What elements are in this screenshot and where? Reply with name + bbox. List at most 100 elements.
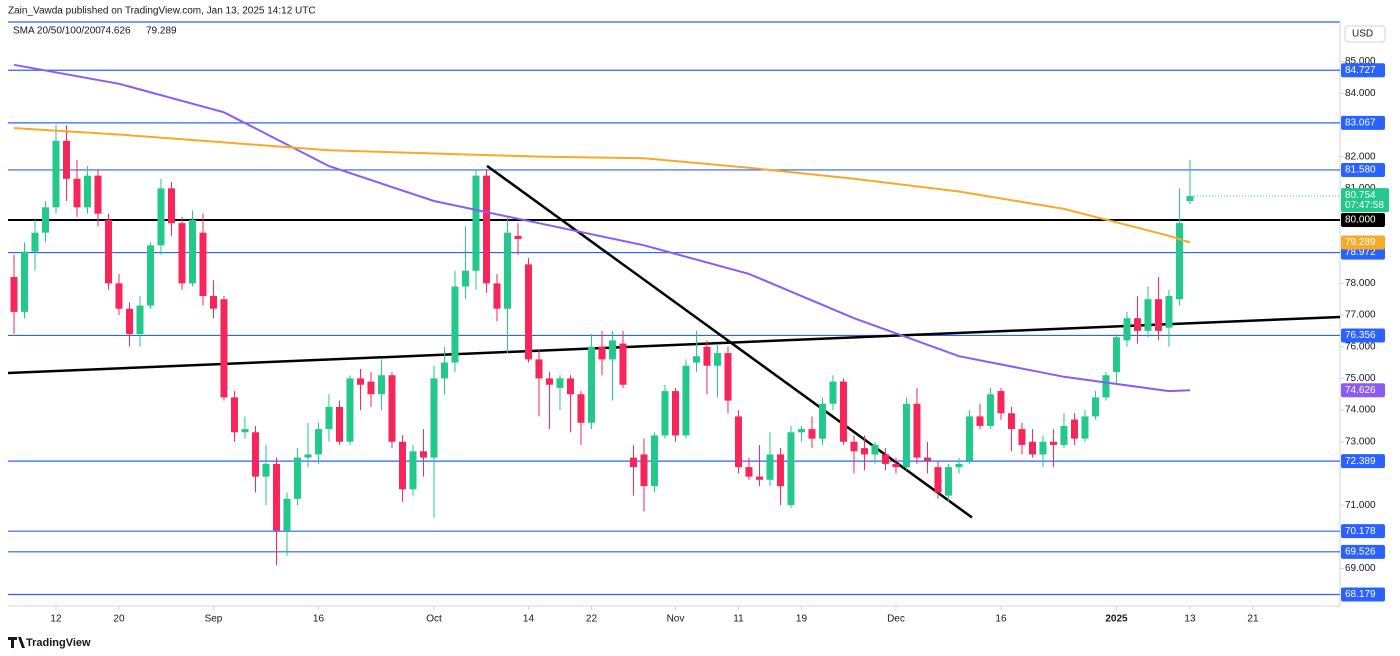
sma-label: 74.626 xyxy=(1345,385,1376,396)
brand-logo xyxy=(8,637,25,648)
candle-body xyxy=(503,232,511,309)
level-label: 70.178 xyxy=(1345,526,1376,537)
last-price: 80.754 xyxy=(1345,190,1376,201)
candle-body xyxy=(577,394,585,423)
x-tick-label: Oct xyxy=(426,614,442,625)
candle-body xyxy=(52,140,60,208)
candle-body xyxy=(566,378,574,395)
candle-body xyxy=(671,391,679,436)
candle-body xyxy=(829,381,837,404)
candle-body xyxy=(388,375,396,442)
indicator-value: 79.289 xyxy=(146,26,177,37)
candle-body xyxy=(430,378,438,458)
candle-body xyxy=(934,467,942,493)
candle-body xyxy=(850,441,858,452)
candle-body xyxy=(881,454,889,464)
x-tick-label: 19 xyxy=(796,614,808,625)
candle-body xyxy=(650,435,658,487)
candle-body xyxy=(871,444,879,455)
candle-body xyxy=(818,403,826,439)
x-tick-label: 12 xyxy=(50,614,62,625)
candle-body xyxy=(955,463,963,468)
candle-body xyxy=(755,476,763,480)
candle-body xyxy=(1091,397,1099,417)
candle-body xyxy=(125,308,133,335)
candle-body xyxy=(1039,441,1047,455)
candle-body xyxy=(251,432,259,477)
indicator-label: SMA 20/50/100/200 xyxy=(13,26,101,37)
y-tick-label: 75.000 xyxy=(1345,373,1376,384)
candle-body xyxy=(451,286,459,363)
candle-body xyxy=(272,463,280,531)
candle-body xyxy=(1018,429,1026,445)
y-tick-label: 85.000 xyxy=(1345,56,1376,67)
candle-body xyxy=(167,188,175,224)
level-label: 83.067 xyxy=(1345,117,1376,128)
candle-body xyxy=(797,429,805,433)
candle-body xyxy=(1028,441,1036,455)
level-label: 84.727 xyxy=(1345,65,1376,76)
candle-body xyxy=(398,441,406,490)
candle-body xyxy=(734,416,742,468)
candle-body xyxy=(923,457,931,461)
candle-body xyxy=(629,457,637,468)
candle-body xyxy=(766,454,774,480)
x-tick-label: 16 xyxy=(313,614,325,625)
sma-line xyxy=(13,63,1191,393)
candle-body xyxy=(115,283,123,309)
candle-body xyxy=(776,454,784,487)
publisher-title: Zain_Vawda published on TradingView.com,… xyxy=(8,6,316,17)
x-tick-label: 14 xyxy=(523,614,535,625)
candle-body xyxy=(83,175,91,208)
candle-body xyxy=(745,467,753,477)
sma-line xyxy=(13,127,1191,244)
candle-body xyxy=(944,467,952,496)
candle-body xyxy=(1081,416,1089,439)
candle-body xyxy=(356,378,364,385)
x-tick-label: Sep xyxy=(205,614,223,625)
candle-body xyxy=(209,296,217,309)
level-label: 78.972 xyxy=(1345,247,1376,258)
candle-body xyxy=(62,140,70,179)
currency[interactable]: USD xyxy=(1352,29,1373,40)
candle-body xyxy=(146,245,154,306)
countdown: 07:47:58 xyxy=(1345,200,1384,211)
candle-body xyxy=(335,406,343,442)
candle-body xyxy=(220,299,228,398)
trendline xyxy=(486,164,973,519)
candle-body xyxy=(986,394,994,426)
level-label-box xyxy=(1341,63,1385,78)
candle-body xyxy=(73,178,81,208)
x-tick-label: Nov xyxy=(667,614,685,625)
candle-body xyxy=(787,432,795,506)
candle-body xyxy=(860,448,868,455)
candle-body xyxy=(482,175,490,284)
candle-body xyxy=(1186,196,1194,201)
sma-label-box xyxy=(1341,235,1385,250)
candle-body xyxy=(20,251,28,312)
candle-body xyxy=(902,403,910,468)
candle-body xyxy=(94,175,102,214)
candle-body xyxy=(1123,318,1131,341)
level-label-box xyxy=(1341,162,1385,177)
candle-body xyxy=(545,378,553,385)
x-tick-label: 20 xyxy=(113,614,125,625)
x-tick-label: 16 xyxy=(995,614,1007,625)
candle-body xyxy=(587,346,595,423)
candle-body xyxy=(682,365,690,436)
candle-body xyxy=(1007,413,1015,430)
level-label: 80.000 xyxy=(1345,215,1376,226)
candle-body xyxy=(703,346,711,366)
candle-body xyxy=(262,463,270,477)
candle-body xyxy=(1133,318,1141,331)
candle-body xyxy=(293,457,301,499)
currency-box[interactable] xyxy=(1344,25,1386,43)
last-price-box xyxy=(1341,188,1389,213)
candle-body xyxy=(514,235,522,240)
x-tick-label: 2025 xyxy=(1105,614,1128,625)
candle-body xyxy=(304,454,312,458)
candle-body xyxy=(283,498,291,531)
candle-body xyxy=(1049,441,1057,445)
candle-body xyxy=(241,429,249,433)
candle-body xyxy=(409,451,417,490)
